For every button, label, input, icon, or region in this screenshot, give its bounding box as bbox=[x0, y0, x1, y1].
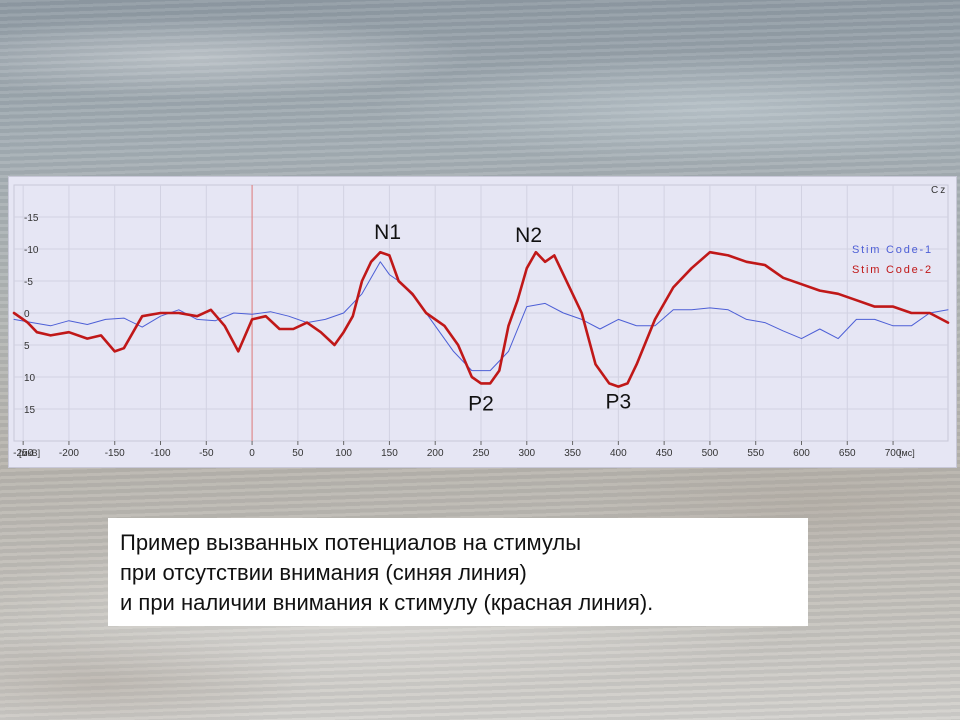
series-line-stim-code-2 bbox=[12, 250, 950, 388]
legend-entry-stim-code-2: Stim Code-2 bbox=[852, 264, 933, 276]
x-tick-label: 350 bbox=[564, 448, 581, 459]
x-tick-label: 50 bbox=[292, 448, 304, 459]
x-tick-label: 450 bbox=[656, 448, 673, 459]
x-tick-label: 400 bbox=[610, 448, 627, 459]
legend: Stim Code-1 Stim Code-2 bbox=[852, 244, 933, 276]
x-tick-label: 700 bbox=[885, 448, 902, 459]
series-lines bbox=[12, 250, 950, 388]
caption-line-2: при отсутствии внимания (синяя линия) bbox=[120, 560, 527, 585]
peak-label-n2: N2 bbox=[515, 224, 542, 247]
peak-labels: N1 N2 P2 P3 bbox=[374, 221, 631, 416]
y-unit-label: [мкВ] bbox=[19, 448, 40, 458]
x-tick-label: 0 bbox=[249, 448, 255, 459]
caption-box: Пример вызванных потенциалов на стимулы … bbox=[108, 518, 808, 626]
channel-label: Cz bbox=[931, 185, 947, 196]
y-tick-label: 5 bbox=[24, 341, 30, 352]
x-tick-label: -150 bbox=[105, 448, 125, 459]
x-tick-label: 600 bbox=[793, 448, 810, 459]
y-tick-label: -15 bbox=[24, 213, 39, 224]
x-tick-label: 250 bbox=[473, 448, 490, 459]
x-tick-label: 150 bbox=[381, 448, 398, 459]
x-tick-label: -50 bbox=[199, 448, 214, 459]
legend-entry-stim-code-1: Stim Code-1 bbox=[852, 244, 933, 256]
x-tick-label: 300 bbox=[518, 448, 535, 459]
x-tick-label: 200 bbox=[427, 448, 444, 459]
x-tick-label: 100 bbox=[335, 448, 352, 459]
erp-chart: -250 -200 -150 -100 -50 0 50 100 150 200 250 300 350… bbox=[12, 184, 950, 459]
x-tick-label: -100 bbox=[151, 448, 171, 459]
y-tick-label: -5 bbox=[24, 277, 33, 288]
caption-line-1: Пример вызванных потенциалов на стимулы bbox=[120, 530, 582, 555]
x-tick-label: -250 bbox=[13, 448, 33, 459]
x-tick-label: 550 bbox=[747, 448, 764, 459]
x-unit-label: [мс] bbox=[899, 448, 915, 458]
y-tick-label: -10 bbox=[24, 245, 39, 256]
grid bbox=[14, 185, 948, 441]
y-tick-label: 15 bbox=[24, 405, 36, 416]
axis-ticks: -250 -200 -150 -100 -50 0 50 100 150 200 250 300 350… bbox=[13, 213, 902, 459]
peak-label-p2: P2 bbox=[468, 392, 494, 415]
x-tick-label: 500 bbox=[702, 448, 719, 459]
peak-label-n1: N1 bbox=[374, 221, 401, 244]
y-tick-label: 10 bbox=[24, 373, 36, 384]
x-tick-label: -200 bbox=[59, 448, 79, 459]
erp-chart-panel: -250 -200 -150 -100 -50 0 50 100 150 200 250 300 350… bbox=[8, 176, 957, 468]
caption-line-3: и при наличии внимания к стимулу (красна… bbox=[120, 590, 654, 615]
peak-label-p3: P3 bbox=[606, 390, 632, 413]
x-tick-label: 650 bbox=[839, 448, 856, 459]
y-tick-label: 0 bbox=[24, 309, 30, 320]
